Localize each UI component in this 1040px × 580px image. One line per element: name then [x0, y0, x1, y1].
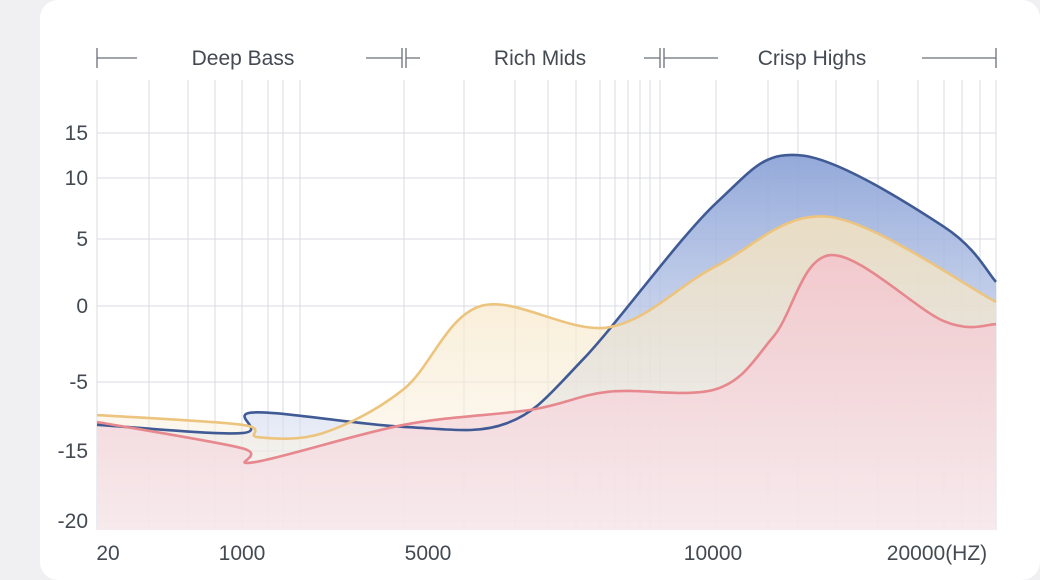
- y-tick-label: -20: [58, 510, 88, 533]
- band-bracket-deep-bass: [96, 48, 403, 68]
- band-bracket-rich-mids: [405, 48, 661, 68]
- y-tick-label: -15: [58, 440, 88, 463]
- y-axis-labels: 15 10 5 0 -5 -15 -20: [58, 122, 88, 533]
- y-tick-label: 0: [76, 295, 88, 318]
- band-bracket-crisp-highs: [663, 48, 997, 68]
- x-tick-label: 20: [96, 542, 119, 565]
- y-tick-label: 5: [76, 228, 88, 251]
- band-header: [96, 48, 997, 68]
- y-tick-label: 15: [65, 122, 88, 145]
- y-tick-label: -5: [69, 371, 88, 394]
- band-label-rich-mids: Rich Mids: [494, 47, 586, 70]
- band-label-crisp-highs: Crisp Highs: [758, 47, 867, 70]
- x-tick-label: 1000: [219, 542, 266, 565]
- x-tick-label: 10000: [684, 542, 742, 565]
- x-tick-label: 5000: [405, 542, 452, 565]
- y-tick-label: 10: [65, 167, 88, 190]
- band-label-deep-bass: Deep Bass: [192, 47, 295, 70]
- x-axis-labels: 20 1000 5000 10000 20000(HZ): [96, 542, 987, 565]
- x-tick-label: 20000(HZ): [887, 542, 987, 565]
- series-line-blue: [96, 153, 997, 435]
- curve-layer: [96, 153, 997, 531]
- series-line-red: [96, 253, 997, 465]
- series-area-red: [97, 255, 996, 531]
- series-line-yellow: [96, 215, 997, 440]
